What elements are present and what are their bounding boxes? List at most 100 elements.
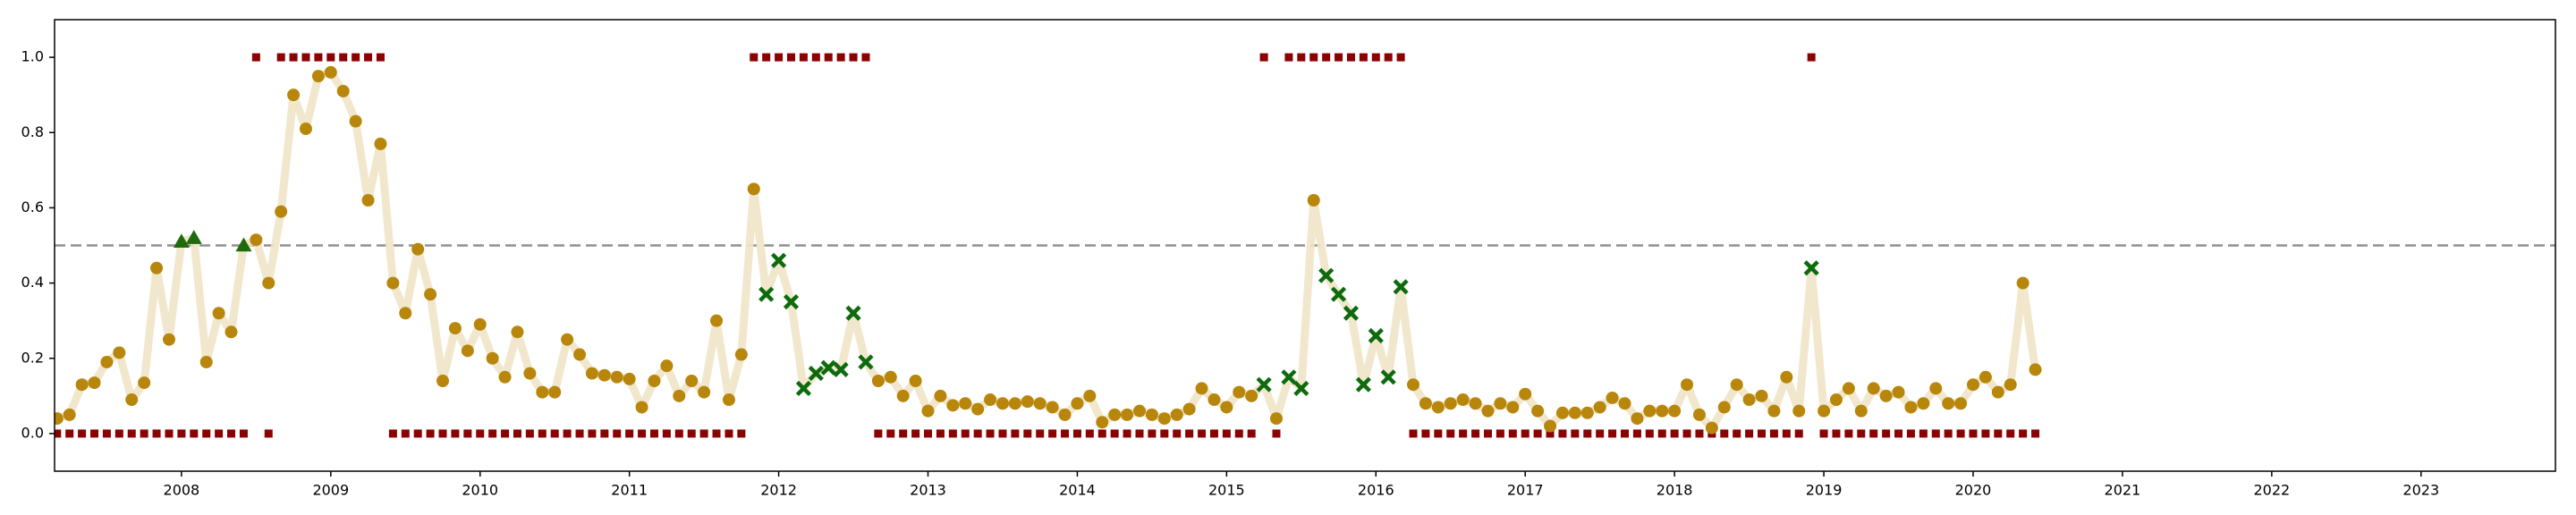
label-square [563, 429, 572, 438]
point [1281, 369, 1297, 385]
point [909, 375, 922, 387]
label-square [388, 429, 397, 438]
point [1506, 401, 1520, 414]
point [1046, 401, 1059, 414]
label-square [1832, 429, 1841, 438]
label-square [1011, 429, 1020, 438]
point [349, 114, 362, 128]
x-tick-label: 2012 [760, 482, 797, 499]
x-tick-label: 2010 [462, 482, 498, 499]
label-square [1782, 429, 1791, 438]
point [55, 412, 64, 426]
point [1966, 378, 1979, 392]
label-square [699, 429, 708, 438]
label-square [127, 429, 136, 438]
x-tick-label: 2021 [2105, 482, 2141, 499]
label-square [550, 429, 559, 438]
label-square [1409, 429, 1418, 438]
label-square [998, 429, 1007, 438]
label-square [463, 429, 472, 438]
point [1606, 391, 1619, 404]
label-square [301, 53, 310, 62]
point [884, 370, 897, 384]
label-square [488, 429, 497, 438]
point [1444, 397, 1457, 410]
point [1818, 404, 1831, 418]
label-square [90, 429, 99, 438]
x-tick-label: 2020 [1955, 482, 1992, 499]
label-square [600, 429, 609, 438]
point [1618, 397, 1631, 410]
point [1803, 260, 1819, 276]
x-tick-label: 2013 [910, 482, 946, 499]
label-square [314, 53, 323, 62]
point [287, 89, 301, 102]
label-square [1259, 53, 1268, 62]
point [2004, 378, 2017, 392]
label-square [1632, 429, 1641, 438]
point [399, 307, 412, 320]
label-square [2019, 429, 2028, 438]
point [536, 385, 549, 399]
label-square [575, 429, 584, 438]
point [820, 359, 836, 376]
point [1519, 387, 1532, 401]
label-square [775, 53, 784, 62]
label-square [326, 53, 335, 62]
label-square [1733, 429, 1741, 438]
point [1555, 406, 1569, 419]
point [858, 354, 874, 370]
point [1330, 286, 1347, 302]
point [1456, 393, 1470, 407]
label-square [1384, 53, 1393, 62]
y-tick-label: 1.0 [21, 48, 44, 65]
x-tick-label: 2009 [312, 482, 349, 499]
label-square [874, 429, 883, 438]
point [1343, 305, 1360, 321]
label-square [1944, 429, 1953, 438]
x-tick-label: 2008 [164, 482, 200, 499]
point [1419, 397, 1432, 410]
point [138, 376, 151, 390]
point [996, 397, 1009, 410]
point [1742, 393, 1756, 407]
point [299, 122, 312, 136]
label-square [786, 53, 795, 62]
label-square [1670, 429, 1679, 438]
plot-frame [54, 19, 2556, 472]
point [486, 351, 499, 365]
point [1033, 397, 1046, 410]
point [1307, 194, 1320, 207]
label-square [1695, 429, 1704, 438]
point [795, 380, 812, 397]
label-square [1072, 429, 1081, 438]
label-square [1297, 53, 1306, 62]
label-square [824, 53, 833, 62]
point [1008, 397, 1021, 410]
point [1096, 416, 1109, 429]
point [1182, 402, 1196, 416]
point [225, 325, 238, 339]
label-square [1882, 429, 1891, 438]
label-square [1471, 429, 1480, 438]
point [386, 276, 400, 290]
point [1431, 401, 1445, 414]
point [361, 194, 375, 207]
point [1780, 370, 1793, 384]
label-square [836, 53, 845, 62]
label-square [501, 429, 510, 438]
point [88, 376, 101, 390]
label-square [1994, 429, 2003, 438]
label-square [1558, 429, 1567, 438]
point [511, 325, 524, 339]
label-square [849, 53, 858, 62]
label-square [1521, 429, 1530, 438]
label-square [1272, 429, 1281, 438]
label-square [1446, 429, 1455, 438]
label-square [1621, 429, 1630, 438]
point [1879, 389, 1893, 402]
label-square [1745, 429, 1754, 438]
label-square [376, 53, 385, 62]
label-square [613, 429, 622, 438]
label-square [961, 429, 970, 438]
